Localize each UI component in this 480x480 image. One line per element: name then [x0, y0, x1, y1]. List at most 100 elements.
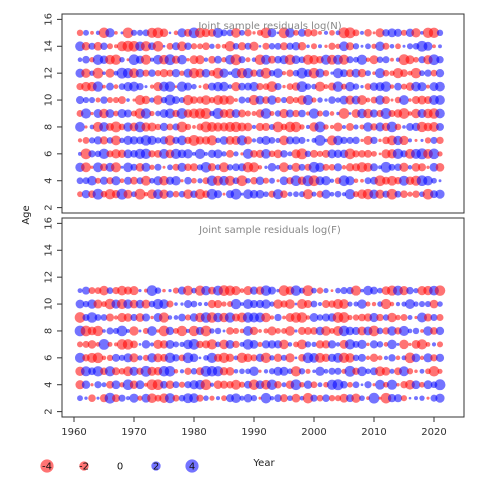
residual-point [334, 190, 342, 198]
residual-point [314, 121, 326, 133]
residual-point [164, 94, 176, 106]
residual-point [360, 44, 364, 48]
residual-point [107, 43, 113, 50]
residual-point [388, 163, 396, 171]
residual-point [261, 149, 271, 159]
residual-point [314, 81, 326, 92]
residual-point [282, 315, 286, 320]
residual-point [399, 366, 409, 377]
residual-point [198, 356, 202, 360]
legend-label: -2 [79, 462, 89, 473]
residual-point [431, 177, 437, 184]
residual-point [164, 135, 176, 146]
residual-point [249, 41, 259, 51]
residual-point [226, 149, 234, 158]
residual-point [309, 54, 319, 65]
residual-point [286, 42, 294, 50]
residual-point [240, 192, 244, 196]
residual-point [418, 300, 426, 308]
residual-point [317, 97, 323, 103]
residual-point [374, 175, 386, 187]
residual-point [77, 395, 83, 402]
residual-point [287, 151, 293, 157]
residual-point [183, 285, 193, 296]
residual-point [383, 342, 389, 347]
residual-point [424, 69, 432, 77]
residual-point [77, 57, 83, 63]
residual-point [87, 340, 97, 349]
residual-point [376, 56, 384, 63]
residual-point [222, 192, 226, 196]
residual-point [250, 69, 258, 77]
residual-point [225, 339, 235, 349]
residual-point [101, 355, 107, 361]
residual-point [147, 135, 157, 146]
residual-point [352, 381, 360, 389]
residual-point [118, 354, 126, 361]
residual-point [370, 163, 378, 172]
residual-point [356, 54, 368, 65]
residual-point [429, 299, 439, 309]
residual-point [438, 44, 442, 49]
residual-point [302, 285, 314, 297]
residual-point [176, 325, 188, 337]
residual-point [310, 394, 318, 402]
residual-point [194, 148, 206, 159]
legend: -4 -2 0 2 4 [40, 459, 199, 473]
residual-point [137, 355, 143, 361]
residual-point [306, 44, 310, 49]
residual-point [311, 287, 317, 294]
residual-point [176, 81, 188, 92]
residual-point [92, 67, 104, 79]
residual-point [364, 29, 372, 37]
residual-point [298, 368, 306, 375]
residual-point [401, 83, 407, 90]
residual-point [81, 68, 91, 78]
residual-point [93, 162, 103, 173]
residual-point [162, 44, 166, 48]
residual-point [188, 134, 200, 146]
residual-point [365, 97, 371, 103]
residual-point [413, 287, 419, 294]
residual-point [101, 382, 107, 388]
residual-point [117, 312, 127, 323]
residual-point [420, 138, 424, 142]
residual-point [104, 188, 116, 200]
residual-point [273, 149, 283, 159]
legend-label: 0 [117, 462, 123, 473]
residual-point [303, 299, 313, 309]
residual-point [375, 122, 385, 132]
residual-point [296, 67, 308, 79]
y-tick-label: 6 [44, 355, 55, 361]
residual-point [148, 69, 156, 77]
residual-point [209, 382, 215, 387]
residual-point [426, 84, 430, 89]
residual-point [245, 177, 251, 184]
residual-point [154, 163, 162, 171]
residual-point [126, 98, 130, 102]
residual-point [84, 125, 88, 129]
residual-point [436, 136, 444, 145]
residual-point [306, 138, 310, 142]
residual-point [359, 395, 365, 402]
residual-point [192, 125, 196, 129]
residual-point [286, 69, 294, 77]
residual-point [88, 150, 96, 158]
residual-point [260, 352, 272, 364]
residual-point [186, 58, 190, 62]
residual-point [83, 29, 89, 36]
residual-point [99, 122, 109, 132]
residual-point [322, 163, 330, 171]
residual-point [436, 56, 444, 64]
residual-point [102, 329, 106, 333]
residual-point [206, 352, 218, 363]
residual-point [338, 54, 350, 65]
residual-point [369, 353, 379, 363]
residual-point [153, 353, 163, 363]
residual-point [388, 109, 396, 118]
residual-point [166, 123, 174, 131]
residual-point [274, 313, 282, 322]
residual-point [369, 55, 379, 65]
residual-point [408, 396, 412, 400]
residual-point [257, 341, 263, 347]
